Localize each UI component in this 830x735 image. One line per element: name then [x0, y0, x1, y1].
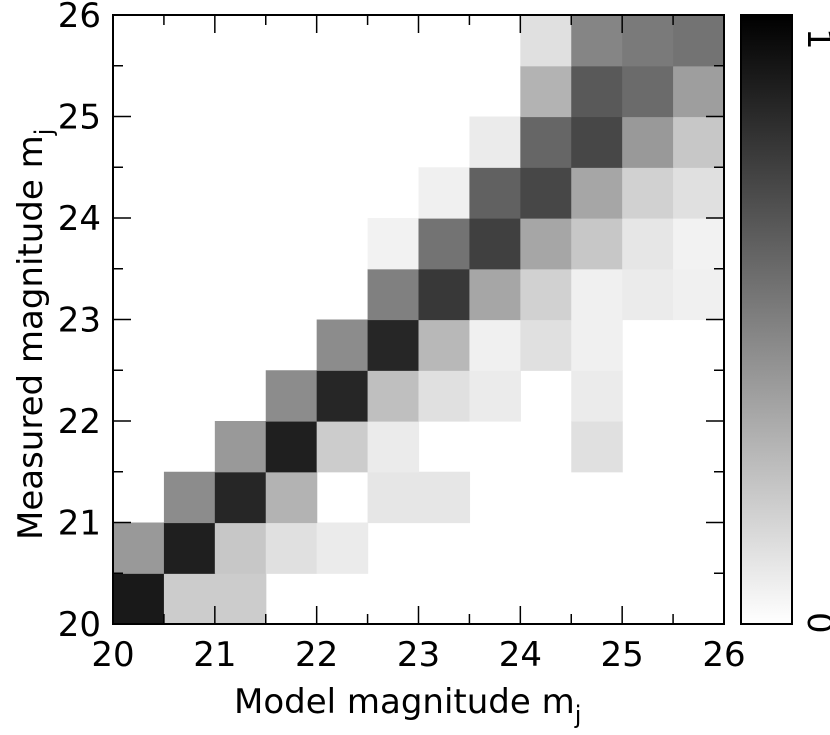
colorbar [740, 14, 793, 625]
heatmap-cell [520, 65, 572, 118]
y-tick-label: 22 [58, 402, 101, 442]
heatmap-cell [113, 573, 165, 625]
heatmap-cell [163, 522, 216, 574]
heatmap-cell [622, 167, 674, 219]
heatmap-cell [622, 15, 674, 67]
heatmap-cell [673, 167, 725, 219]
heatmap-cell [622, 116, 674, 168]
heatmap-cell [571, 218, 623, 270]
x-tick-label: 25 [601, 635, 644, 675]
heatmap-cell [571, 370, 623, 422]
heatmap-cell [673, 65, 725, 118]
heatmap-cell [163, 573, 216, 625]
x-tick-label: 22 [295, 635, 338, 675]
heatmap-cell [571, 15, 623, 67]
heatmap-cell [265, 370, 318, 422]
heatmap-cell [469, 116, 521, 168]
heatmap-cell [469, 370, 521, 422]
heatmap-cell [418, 471, 471, 524]
heatmap-cell [469, 268, 521, 321]
heatmap-cell [571, 421, 623, 473]
heatmap-cell [418, 167, 471, 219]
heatmap-cell [673, 116, 725, 168]
heatmap-cell [571, 268, 623, 321]
heatmap-cell [622, 218, 674, 270]
heatmap-cell [571, 65, 623, 118]
heatmap-cell [367, 268, 420, 321]
heatmap-cell [316, 421, 369, 473]
y-tick-label: 24 [58, 199, 101, 239]
x-tick-label: 20 [91, 635, 134, 675]
heatmap-cell [214, 522, 267, 574]
heatmap-cell [571, 167, 623, 219]
heatmap-cell [316, 319, 369, 371]
heatmap-cell [520, 167, 572, 219]
heatmap-cell [571, 116, 623, 168]
heatmap-cell [622, 268, 674, 321]
heatmap-cell [214, 421, 267, 473]
heatmap-cell [418, 268, 471, 321]
heatmap-cell [316, 522, 369, 574]
heatmap-cell [418, 218, 471, 270]
y-tick-label: 21 [58, 504, 101, 544]
y-axis-title: Measured magnitude mj [11, 129, 58, 540]
heatmap-cell [113, 522, 165, 574]
heatmap-cell [265, 421, 318, 473]
heatmap-cell [673, 268, 725, 321]
x-tick-label: 24 [499, 635, 542, 675]
x-axis-title: Model magnitude mj [234, 682, 581, 729]
heatmap-cell [520, 319, 572, 371]
x-tick-label: 23 [397, 635, 440, 675]
heatmap-cell [469, 218, 521, 270]
axis-tick-labels: 20 21 22 23 24 25 26 20 21 22 23 24 25 26 [58, 0, 746, 675]
heatmap-cell [622, 65, 674, 118]
heatmap-cell [418, 370, 471, 422]
heatmap-cell [316, 370, 369, 422]
heatmap-cell [469, 319, 521, 371]
heatmap-cell [214, 471, 267, 524]
heatmap-cell [367, 218, 420, 270]
y-tick-label: 23 [58, 301, 101, 341]
heatmap-cell [520, 218, 572, 270]
heatmap-cell [571, 319, 623, 371]
colorbar-min-label: 0 [799, 612, 830, 634]
heatmap-cell [214, 573, 267, 625]
heatmap-cell [418, 319, 471, 371]
heatmap-cell [673, 218, 725, 270]
heatmap-cell [520, 268, 572, 321]
heatmap-cell [265, 471, 318, 524]
colorbar-max-label: 1 [799, 28, 830, 50]
axis-ticks [112, 14, 725, 625]
heatmap-cell [520, 15, 572, 67]
heatmap-cell [367, 319, 420, 371]
heatmap-cell [673, 15, 725, 67]
x-tick-label: 21 [193, 635, 236, 675]
y-tick-label: 25 [58, 98, 101, 138]
x-tick-label: 26 [702, 635, 745, 675]
heatmap-cell [469, 167, 521, 219]
heatmap-cells [113, 15, 725, 625]
heatmap-cell [367, 471, 420, 524]
heatmap-cell [367, 421, 420, 473]
heatmap-cell [163, 471, 216, 524]
heatmap-cell [265, 522, 318, 574]
y-tick-label: 26 [58, 0, 101, 36]
heatmap-cell [520, 116, 572, 168]
y-tick-label: 20 [58, 605, 101, 645]
heatmap-cell [367, 370, 420, 422]
